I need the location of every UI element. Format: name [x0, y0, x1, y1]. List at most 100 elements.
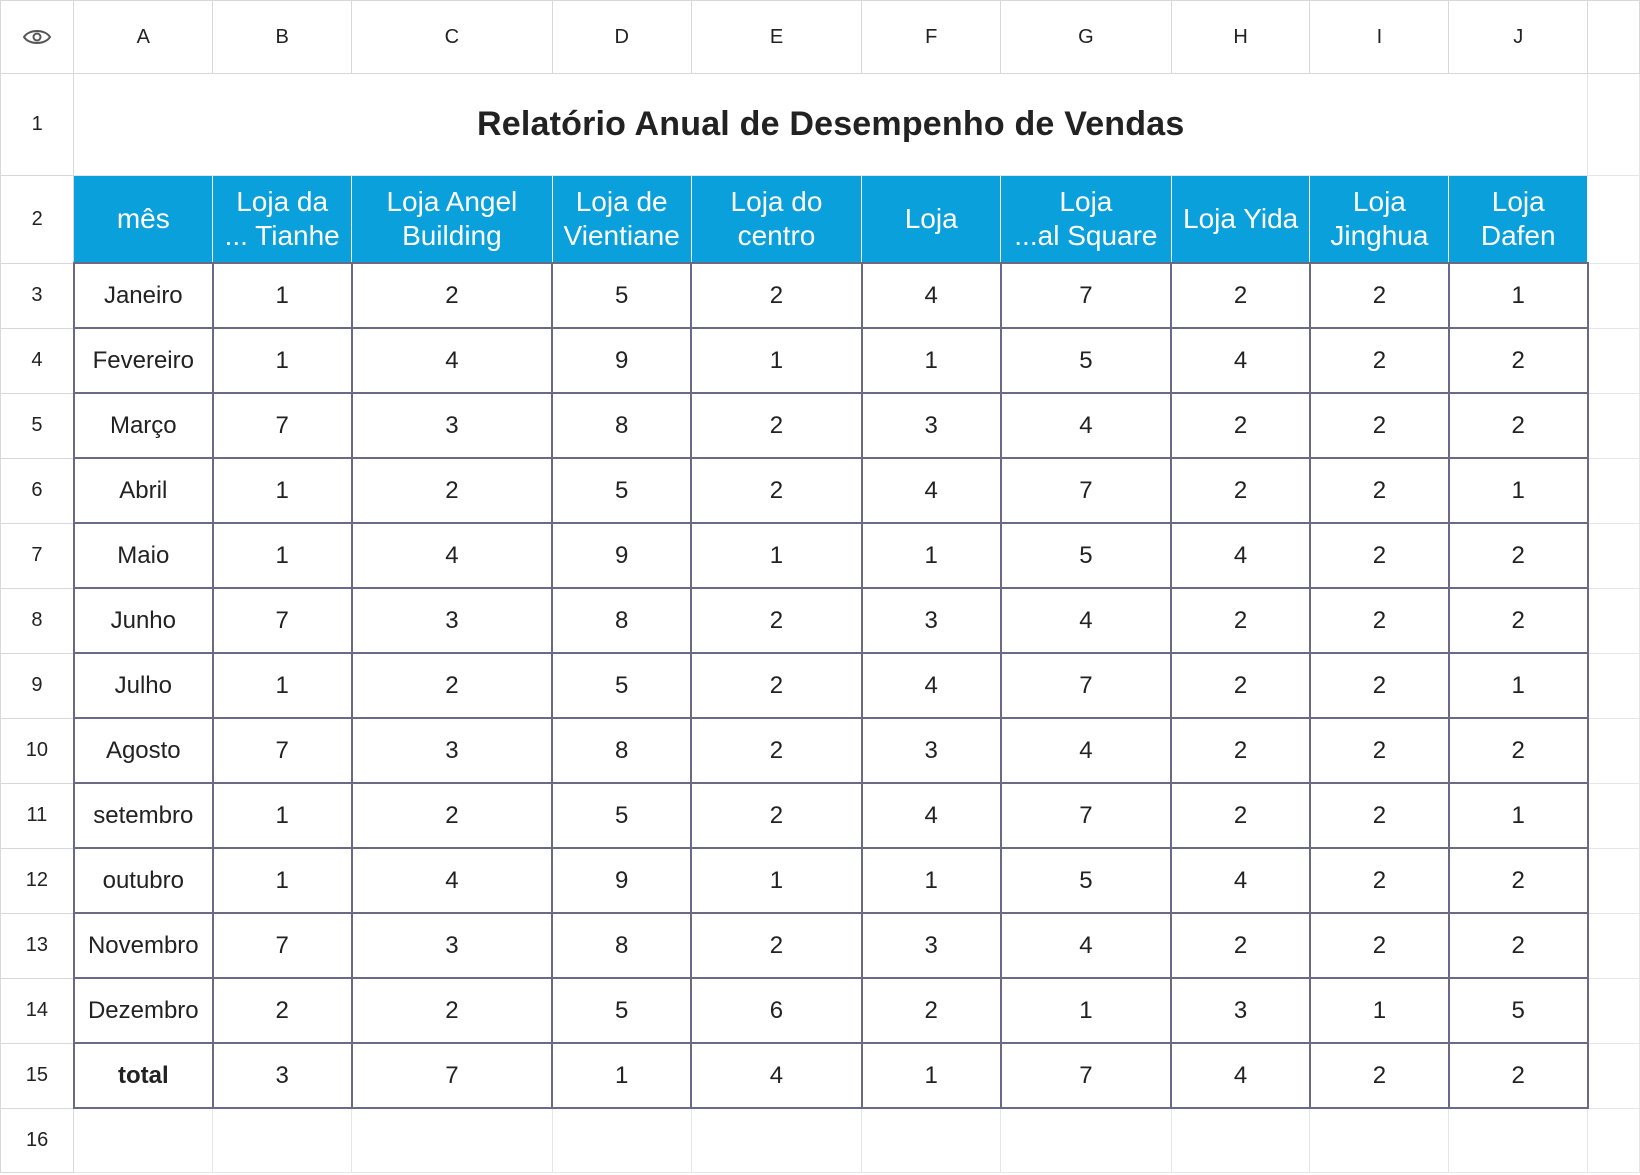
- value-cell[interactable]: 5: [999, 327, 1173, 394]
- empty-cell[interactable]: [1587, 1107, 1640, 1173]
- value-cell[interactable]: 4: [860, 652, 1002, 719]
- row-header-14[interactable]: 14: [0, 977, 75, 1044]
- value-cell[interactable]: 1: [860, 522, 1002, 589]
- value-cell[interactable]: 7: [999, 782, 1173, 849]
- value-cell[interactable]: 4: [350, 847, 554, 914]
- row-header-7[interactable]: 7: [0, 522, 75, 589]
- month-cell[interactable]: Agosto: [72, 717, 214, 784]
- value-cell[interactable]: 4: [999, 717, 1173, 784]
- value-cell[interactable]: 2: [1447, 847, 1589, 914]
- row-header-1[interactable]: 1: [0, 73, 75, 176]
- value-cell[interactable]: 2: [1170, 587, 1311, 654]
- empty-cell[interactable]: [1587, 262, 1640, 329]
- value-cell[interactable]: 2: [1447, 327, 1589, 394]
- value-cell[interactable]: 1: [690, 327, 863, 394]
- empty-cell[interactable]: [1170, 1107, 1311, 1173]
- value-cell[interactable]: 5: [551, 262, 693, 329]
- value-cell[interactable]: 8: [551, 717, 693, 784]
- value-cell[interactable]: 3: [860, 587, 1002, 654]
- value-cell[interactable]: 4: [1170, 327, 1311, 394]
- value-cell[interactable]: 2: [1308, 912, 1450, 979]
- table-header-cell[interactable]: Loja ...al Square: [1000, 175, 1172, 264]
- month-cell[interactable]: total: [72, 1042, 214, 1109]
- value-cell[interactable]: 1: [211, 327, 353, 394]
- value-cell[interactable]: 3: [1170, 977, 1311, 1044]
- value-cell[interactable]: 1: [551, 1042, 693, 1109]
- value-cell[interactable]: 2: [1170, 717, 1311, 784]
- empty-cell[interactable]: [1587, 175, 1640, 264]
- value-cell[interactable]: 1: [211, 782, 353, 849]
- empty-cell[interactable]: [1587, 847, 1640, 914]
- value-cell[interactable]: 2: [350, 782, 554, 849]
- column-header-e[interactable]: E: [690, 0, 863, 74]
- value-cell[interactable]: 1: [860, 327, 1002, 394]
- value-cell[interactable]: 7: [211, 717, 353, 784]
- value-cell[interactable]: 5: [551, 652, 693, 719]
- value-cell[interactable]: 4: [1170, 522, 1311, 589]
- value-cell[interactable]: 1: [211, 522, 353, 589]
- empty-cell[interactable]: [1587, 327, 1640, 394]
- empty-cell[interactable]: [1587, 587, 1640, 654]
- value-cell[interactable]: 4: [860, 457, 1002, 524]
- value-cell[interactable]: 2: [350, 262, 554, 329]
- column-header-d[interactable]: D: [551, 0, 692, 74]
- value-cell[interactable]: 3: [350, 717, 554, 784]
- empty-cell[interactable]: [690, 1107, 863, 1173]
- value-cell[interactable]: 2: [1447, 717, 1589, 784]
- value-cell[interactable]: 3: [350, 392, 554, 459]
- value-cell[interactable]: 2: [1308, 327, 1450, 394]
- value-cell[interactable]: 2: [690, 717, 863, 784]
- row-header-6[interactable]: 6: [0, 457, 75, 524]
- value-cell[interactable]: 1: [211, 847, 353, 914]
- row-header-10[interactable]: 10: [0, 717, 75, 784]
- value-cell[interactable]: 3: [350, 912, 554, 979]
- empty-cell[interactable]: [1309, 1107, 1450, 1173]
- value-cell[interactable]: 2: [211, 977, 353, 1044]
- month-cell[interactable]: Fevereiro: [72, 327, 214, 394]
- table-header-cell[interactable]: Loja Yida: [1170, 175, 1311, 264]
- month-cell[interactable]: setembro: [72, 782, 214, 849]
- value-cell[interactable]: 2: [1308, 457, 1450, 524]
- value-cell[interactable]: 4: [350, 327, 554, 394]
- value-cell[interactable]: 4: [860, 782, 1002, 849]
- column-header-h[interactable]: H: [1170, 0, 1311, 74]
- value-cell[interactable]: 2: [1308, 782, 1450, 849]
- value-cell[interactable]: 7: [999, 457, 1173, 524]
- empty-cell[interactable]: [1587, 1042, 1640, 1109]
- value-cell[interactable]: 2: [1170, 782, 1311, 849]
- value-cell[interactable]: 1: [211, 262, 353, 329]
- value-cell[interactable]: 2: [1447, 392, 1589, 459]
- table-header-cell[interactable]: Loja Dafen: [1448, 175, 1589, 264]
- value-cell[interactable]: 8: [551, 392, 693, 459]
- value-cell[interactable]: 4: [350, 522, 554, 589]
- month-cell[interactable]: outubro: [72, 847, 214, 914]
- empty-cell[interactable]: [1587, 522, 1640, 589]
- value-cell[interactable]: 2: [690, 457, 863, 524]
- value-cell[interactable]: 2: [1447, 522, 1589, 589]
- value-cell[interactable]: 2: [1308, 522, 1450, 589]
- value-cell[interactable]: 8: [551, 912, 693, 979]
- row-header-9[interactable]: 9: [0, 652, 75, 719]
- value-cell[interactable]: 1: [999, 977, 1173, 1044]
- value-cell[interactable]: 2: [1308, 652, 1450, 719]
- value-cell[interactable]: 5: [999, 522, 1173, 589]
- column-header-empty[interactable]: [1587, 0, 1640, 74]
- value-cell[interactable]: 3: [860, 912, 1002, 979]
- value-cell[interactable]: 2: [690, 912, 863, 979]
- table-header-cell[interactable]: Loja Angel Building: [351, 175, 553, 264]
- table-header-cell[interactable]: Loja: [861, 175, 1002, 264]
- value-cell[interactable]: 7: [999, 262, 1173, 329]
- table-header-cell[interactable]: Loja da ... Tianhe: [212, 175, 353, 264]
- value-cell[interactable]: 2: [1170, 912, 1311, 979]
- value-cell[interactable]: 5: [1447, 977, 1589, 1044]
- value-cell[interactable]: 7: [211, 392, 353, 459]
- month-cell[interactable]: Junho: [72, 587, 214, 654]
- row-header-8[interactable]: 8: [0, 587, 75, 654]
- value-cell[interactable]: 9: [551, 522, 693, 589]
- value-cell[interactable]: 2: [1308, 587, 1450, 654]
- value-cell[interactable]: 1: [211, 457, 353, 524]
- value-cell[interactable]: 4: [1170, 1042, 1311, 1109]
- column-header-c[interactable]: C: [351, 0, 553, 74]
- value-cell[interactable]: 3: [211, 1042, 353, 1109]
- value-cell[interactable]: 2: [690, 782, 863, 849]
